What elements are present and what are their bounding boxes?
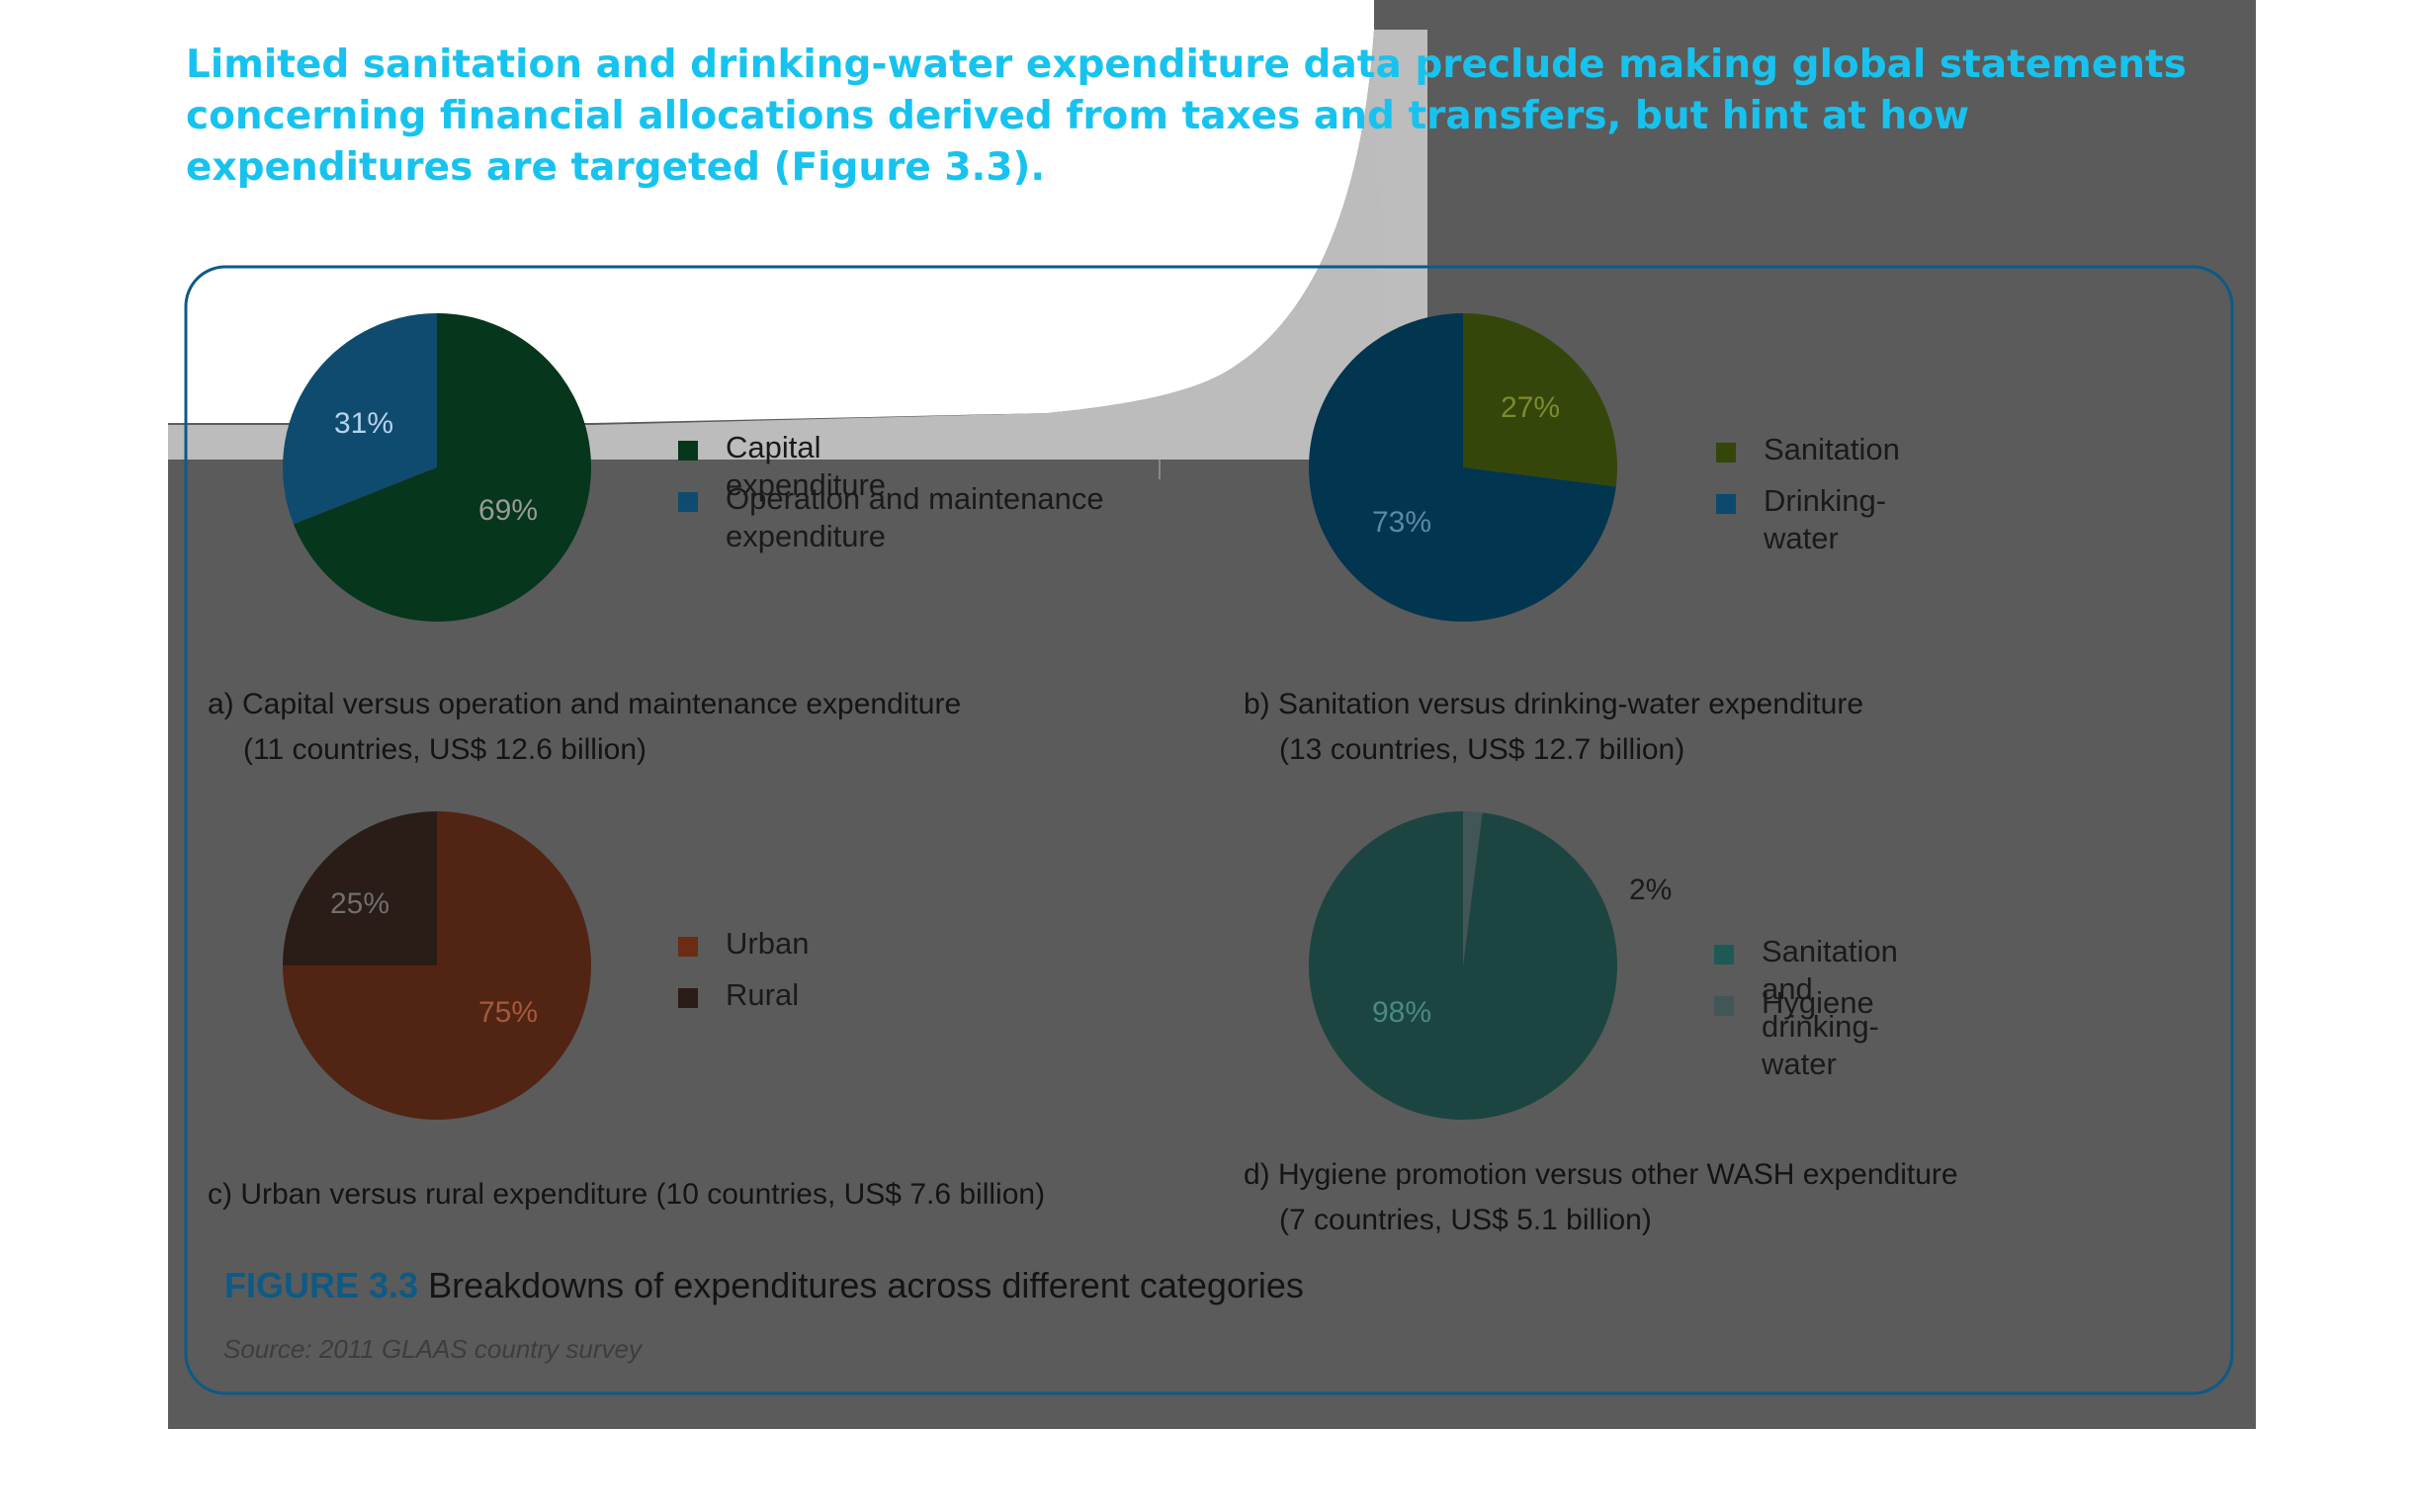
figure-title-text: Breakdowns of expenditures across differ… (428, 1265, 1304, 1305)
pie-a-label-om: 31% (334, 407, 394, 440)
pie-a-slice-operation-and-maintenance-expenditure (282, 313, 437, 525)
intro-paragraph: Limited sanitation and drinking-water ex… (186, 42, 2187, 190)
legend-swatch (1714, 996, 1734, 1016)
legend-label: Operation and maintenance expenditure (726, 481, 1104, 553)
pie-d-label-wash: 98% (1372, 996, 1432, 1029)
legend-swatch (678, 492, 698, 512)
grey-fold-shadow (168, 30, 1427, 460)
figure-title: FIGURE 3.3 Breakdowns of expenditures ac… (224, 1265, 1304, 1306)
legend-swatch (1716, 494, 1736, 514)
legend-swatch (1716, 443, 1736, 462)
caption-b-line1: b) Sanitation versus drinking-water expe… (1244, 688, 1863, 720)
legend-label: Rural (726, 977, 800, 1012)
legend-label: Sanitation and drinking-water (1762, 934, 1898, 1081)
pie-b-label-water: 73% (1372, 506, 1432, 539)
caption-a-line2: (11 countries, US$ 12.6 billion) (243, 733, 647, 766)
pie-c-slice-rural (283, 811, 437, 966)
figure-number: FIGURE 3.3 (224, 1265, 419, 1305)
pie-d-slice-hygiene (1463, 811, 1483, 966)
caption-d-line1: d) Hygiene promotion versus other WASH e… (1244, 1158, 1958, 1191)
caption-d: d) Hygiene promotion versus other WASH e… (1244, 1152, 1958, 1243)
white-torn-area (0, 0, 1374, 423)
caption-c-line1: c) Urban versus rural expenditure (10 co… (208, 1178, 1046, 1211)
legend-label: Sanitation (1764, 432, 1900, 466)
figure-frame (184, 265, 2234, 1395)
legend-swatch (1714, 945, 1734, 965)
caption-c: c) Urban versus rural expenditure (10 co… (208, 1172, 1045, 1218)
pie-d-label-hygiene: 2% (1629, 874, 1673, 906)
caption-a: a) Capital versus operation and maintena… (208, 682, 961, 773)
legend-swatch (678, 988, 698, 1008)
pie-d-slice-sanitation-and-drinking-water (1309, 811, 1618, 1120)
figure-source: Source: 2011 GLAAS country survey (223, 1334, 642, 1364)
pie-a-label-capital: 69% (478, 494, 539, 527)
legend-label: Capital expenditure (726, 430, 887, 502)
caption-b: b) Sanitation versus drinking-water expe… (1244, 682, 1863, 773)
legend-swatch (678, 937, 698, 957)
legend-label: Hygiene (1762, 985, 1874, 1020)
caption-d-line2: (7 countries, US$ 5.1 billion) (1279, 1204, 1652, 1236)
pie-b-slice-sanitation (1463, 313, 1617, 487)
pie-c-label-urban: 75% (478, 996, 539, 1029)
pie-c-label-rural: 25% (330, 887, 390, 920)
legend-label: Drinking-water (1764, 483, 1887, 555)
legend-label: Urban (726, 926, 810, 961)
legend-swatch (678, 441, 698, 461)
pie-a-slice-capital-expenditure (293, 313, 591, 623)
pie-b-label-sanitation: 27% (1501, 391, 1561, 424)
caption-a-line1: a) Capital versus operation and maintena… (208, 688, 962, 720)
caption-b-line2: (13 countries, US$ 12.7 billion) (1279, 733, 1685, 766)
pie-b-slice-drinking-water (1309, 313, 1616, 623)
